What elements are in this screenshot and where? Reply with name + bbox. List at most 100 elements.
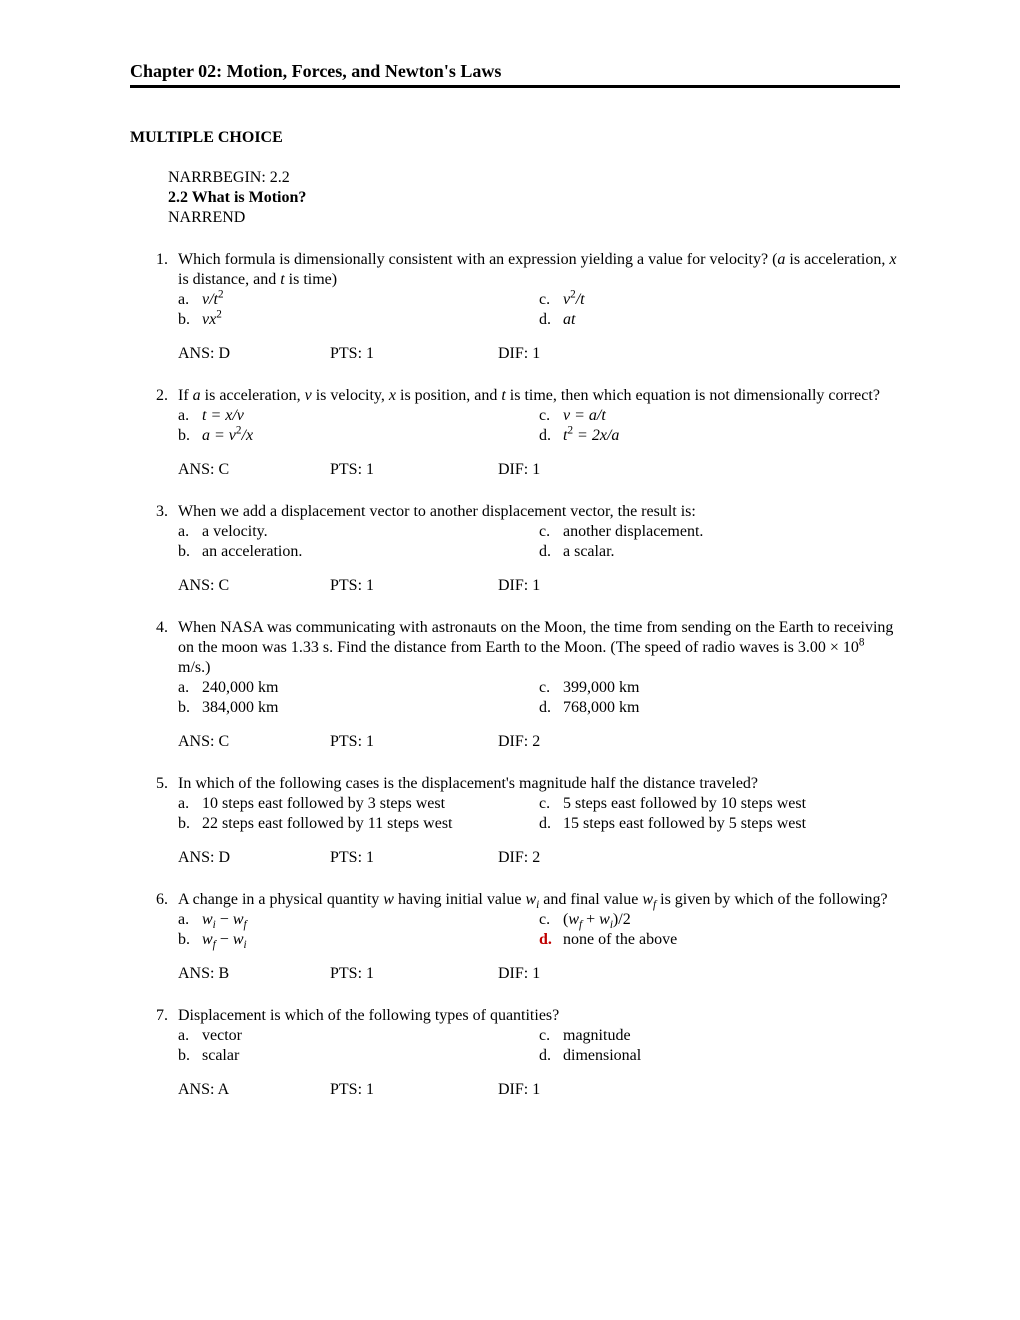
option-letter: a. bbox=[178, 290, 202, 310]
option-text: 768,000 km bbox=[563, 698, 900, 718]
question: 1.Which formula is dimensionally consist… bbox=[130, 250, 900, 364]
points: PTS: 1 bbox=[330, 1080, 498, 1100]
option-letter: a. bbox=[178, 406, 202, 426]
meta-row: ANS: DPTS: 1DIF: 1 bbox=[178, 344, 900, 364]
option-letter: b. bbox=[178, 1046, 202, 1066]
question-stem: In which of the following cases is the d… bbox=[178, 774, 900, 794]
option-row: c.magnitude bbox=[539, 1026, 900, 1046]
option-row: a.t = x/v bbox=[178, 406, 539, 426]
options: a.a velocity.b.an acceleration.c.another… bbox=[178, 522, 900, 562]
question-number: 6. bbox=[130, 890, 178, 984]
option-letter: d. bbox=[539, 698, 563, 718]
option-text: v = a/t bbox=[563, 406, 900, 426]
meta-row: ANS: DPTS: 1DIF: 2 bbox=[178, 848, 900, 868]
option-text: 15 steps east followed by 5 steps west bbox=[563, 814, 900, 834]
option-row: c.(wf + wi)/2 bbox=[539, 910, 900, 930]
option-text: 10 steps east followed by 3 steps west bbox=[202, 794, 539, 814]
options: a.v/t2b.vx2c.v2/td.at bbox=[178, 290, 900, 330]
chapter-title: Chapter 02: Motion, Forces, and Newton's… bbox=[130, 60, 900, 88]
answer: ANS: B bbox=[178, 964, 330, 984]
options: a.vectorb.scalarc.magnituded.dimensional bbox=[178, 1026, 900, 1066]
option-text: 240,000 km bbox=[202, 678, 539, 698]
option-text: t2 = 2x/a bbox=[563, 426, 900, 446]
option-row: d.15 steps east followed by 5 steps west bbox=[539, 814, 900, 834]
answer: ANS: C bbox=[178, 576, 330, 596]
option-letter: c. bbox=[539, 794, 563, 814]
option-row: d.none of the above bbox=[539, 930, 900, 950]
option-letter: c. bbox=[539, 678, 563, 698]
difficulty: DIF: 2 bbox=[498, 848, 900, 868]
option-letter: c. bbox=[539, 910, 563, 930]
option-text: another displacement. bbox=[563, 522, 900, 542]
option-row: d.768,000 km bbox=[539, 698, 900, 718]
option-letter: d. bbox=[539, 930, 563, 950]
question: 7.Displacement is which of the following… bbox=[130, 1006, 900, 1100]
question: 5.In which of the following cases is the… bbox=[130, 774, 900, 868]
question: 3.When we add a displacement vector to a… bbox=[130, 502, 900, 596]
points: PTS: 1 bbox=[330, 344, 498, 364]
option-row: a.240,000 km bbox=[178, 678, 539, 698]
points: PTS: 1 bbox=[330, 964, 498, 984]
meta-row: ANS: BPTS: 1DIF: 1 bbox=[178, 964, 900, 984]
option-row: b.22 steps east followed by 11 steps wes… bbox=[178, 814, 539, 834]
question-body: When NASA was communicating with astrona… bbox=[178, 618, 900, 752]
question-stem: Which formula is dimensionally consisten… bbox=[178, 250, 900, 290]
difficulty: DIF: 1 bbox=[498, 1080, 900, 1100]
option-text: dimensional bbox=[563, 1046, 900, 1066]
points: PTS: 1 bbox=[330, 732, 498, 752]
question-stem: When we add a displacement vector to ano… bbox=[178, 502, 900, 522]
option-row: c.v2/t bbox=[539, 290, 900, 310]
question-body: A change in a physical quantity w having… bbox=[178, 890, 900, 984]
answer: ANS: C bbox=[178, 460, 330, 480]
question-number: 7. bbox=[130, 1006, 178, 1100]
option-letter: b. bbox=[178, 698, 202, 718]
option-letter: d. bbox=[539, 1046, 563, 1066]
option-letter: a. bbox=[178, 678, 202, 698]
question: 2.If a is acceleration, v is velocity, x… bbox=[130, 386, 900, 480]
option-letter: b. bbox=[178, 310, 202, 330]
answer: ANS: C bbox=[178, 732, 330, 752]
option-text: wf − wi bbox=[202, 930, 539, 950]
option-text: 22 steps east followed by 11 steps west bbox=[202, 814, 539, 834]
option-letter: a. bbox=[178, 794, 202, 814]
option-row: a.v/t2 bbox=[178, 290, 539, 310]
question-stem: Displacement is which of the following t… bbox=[178, 1006, 900, 1026]
option-text: a = v2/x bbox=[202, 426, 539, 446]
meta-row: ANS: CPTS: 1DIF: 2 bbox=[178, 732, 900, 752]
question-number: 1. bbox=[130, 250, 178, 364]
option-row: b.vx2 bbox=[178, 310, 539, 330]
option-letter: c. bbox=[539, 522, 563, 542]
option-text: 5 steps east followed by 10 steps west bbox=[563, 794, 900, 814]
option-text: magnitude bbox=[563, 1026, 900, 1046]
options: a.10 steps east followed by 3 steps west… bbox=[178, 794, 900, 834]
option-letter: c. bbox=[539, 1026, 563, 1046]
options: a.t = x/vb.a = v2/xc.v = a/td.t2 = 2x/a bbox=[178, 406, 900, 446]
option-letter: b. bbox=[178, 930, 202, 950]
option-row: c.399,000 km bbox=[539, 678, 900, 698]
option-text: vector bbox=[202, 1026, 539, 1046]
option-letter: a. bbox=[178, 1026, 202, 1046]
question-body: Displacement is which of the following t… bbox=[178, 1006, 900, 1100]
narr-end: NARREND bbox=[168, 208, 900, 228]
answer: ANS: A bbox=[178, 1080, 330, 1100]
option-row: c.5 steps east followed by 10 steps west bbox=[539, 794, 900, 814]
option-text: at bbox=[563, 310, 900, 330]
option-letter: a. bbox=[178, 910, 202, 930]
question-stem: If a is acceleration, v is velocity, x i… bbox=[178, 386, 900, 406]
narr-block: NARRBEGIN: 2.2 2.2 What is Motion? NARRE… bbox=[168, 168, 900, 228]
option-letter: d. bbox=[539, 310, 563, 330]
option-row: a.10 steps east followed by 3 steps west bbox=[178, 794, 539, 814]
question-stem: A change in a physical quantity w having… bbox=[178, 890, 900, 910]
difficulty: DIF: 1 bbox=[498, 964, 900, 984]
option-text: wi − wf bbox=[202, 910, 539, 930]
option-text: v/t2 bbox=[202, 290, 539, 310]
option-text: a velocity. bbox=[202, 522, 539, 542]
option-text: vx2 bbox=[202, 310, 539, 330]
question-number: 3. bbox=[130, 502, 178, 596]
option-row: d.a scalar. bbox=[539, 542, 900, 562]
option-row: a.vector bbox=[178, 1026, 539, 1046]
points: PTS: 1 bbox=[330, 576, 498, 596]
question-body: In which of the following cases is the d… bbox=[178, 774, 900, 868]
narr-title: 2.2 What is Motion? bbox=[168, 188, 900, 208]
difficulty: DIF: 1 bbox=[498, 460, 900, 480]
